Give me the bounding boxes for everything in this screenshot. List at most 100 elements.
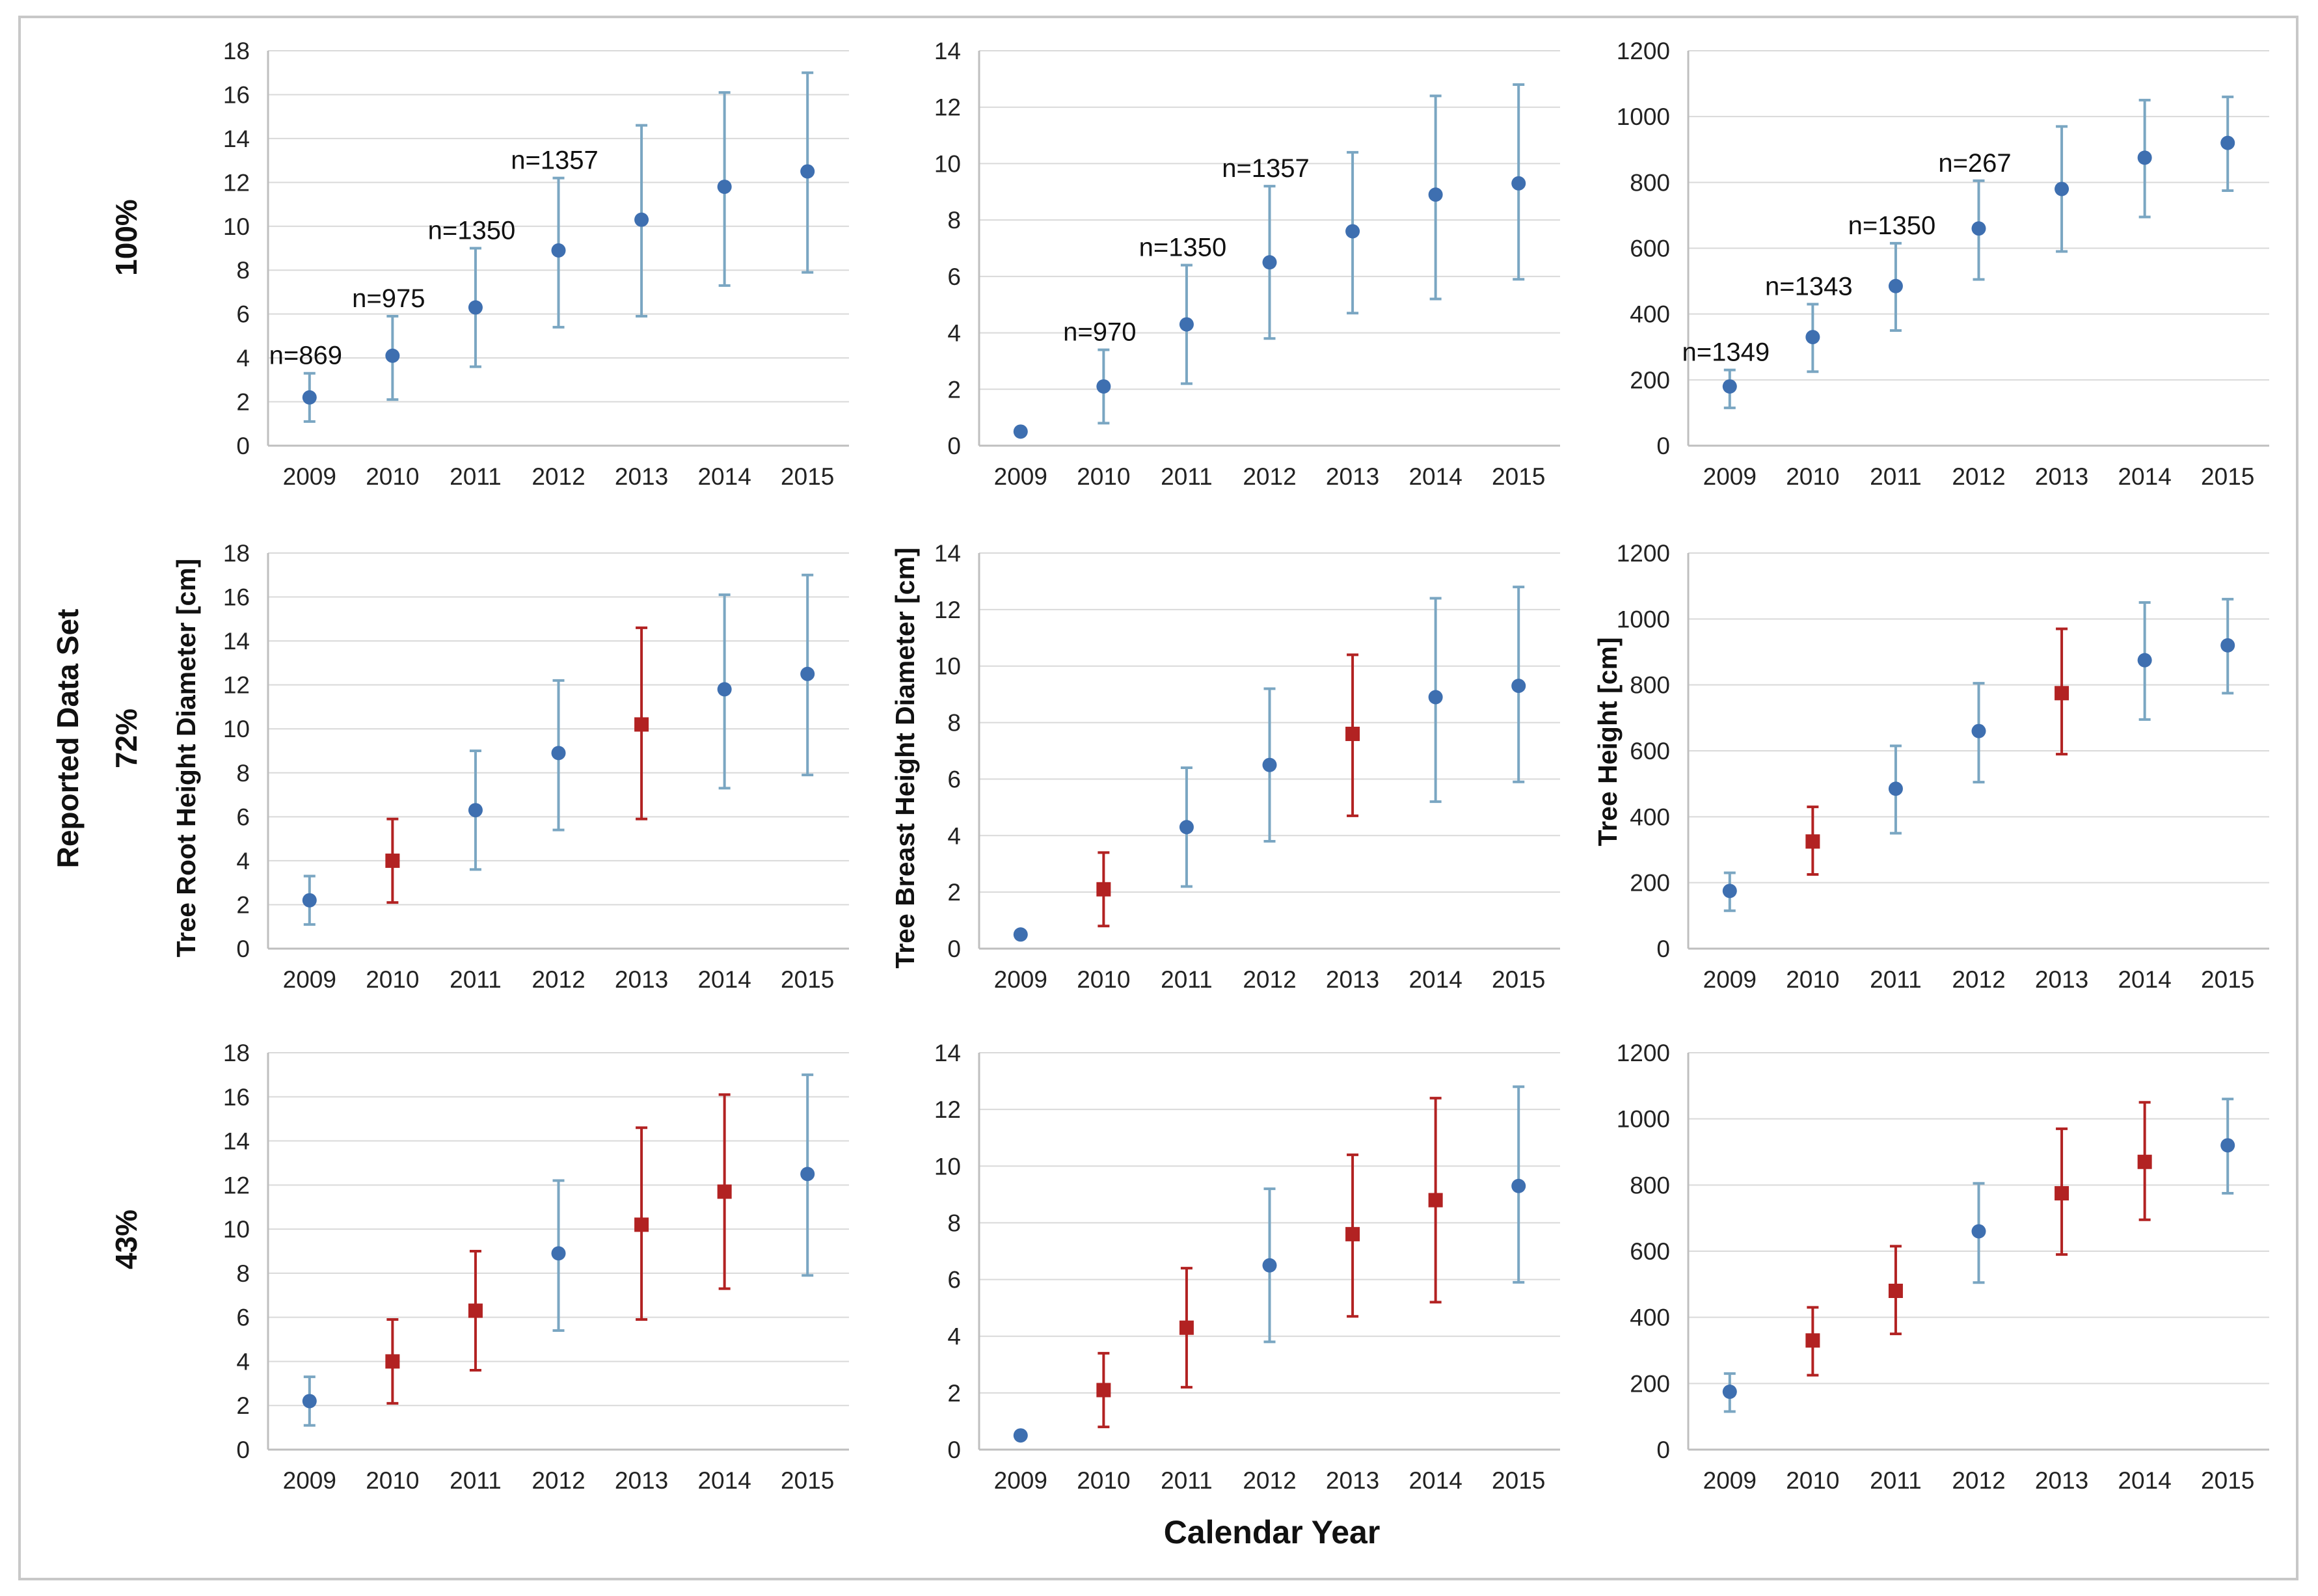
y-tick-label: 0 [947,936,961,962]
data-point-removed [2055,686,2069,701]
y-tick-label: 8 [236,1260,250,1287]
x-tick-label: 2009 [1703,1467,1757,1494]
x-tick-label: 2015 [1492,1467,1545,1494]
data-point-removed [385,1354,400,1369]
x-tick-label: 2010 [1077,463,1130,490]
data-point [1013,1428,1028,1443]
y-tick-label: 0 [236,1437,250,1463]
sample-size-annotation: n=970 [1063,318,1136,347]
y-tick-label: 12 [934,1096,961,1123]
x-title-calendar-year: Calendar Year [1164,1514,1381,1550]
y-tick-label: 10 [223,716,250,742]
y-tick-label: 1000 [1617,1106,1670,1133]
x-tick-label: 2013 [1326,1467,1379,1494]
y-title-root-height-diameter: Tree Root Height Diameter [cm] [171,559,201,958]
data-point [1511,679,1526,694]
x-tick-label: 2011 [1161,966,1213,993]
data-point [1262,255,1277,270]
panel-r0-c1: 0 2 4 6 8 10 12 14 2009 2010 2011 2012 2013 2014 2015 n… [934,38,1560,490]
x-tick-label: 2014 [1408,1467,1462,1494]
y-tick-label: 12 [223,1172,250,1198]
x-tick-label: 2009 [994,1467,1047,1494]
x-tick-label: 2011 [1870,1467,1922,1494]
x-tick-label: 2014 [1408,463,1462,490]
x-tick-label: 2012 [1952,463,2005,490]
y-tick-label: 2 [236,389,250,416]
y-tick-label: 14 [934,540,961,567]
y-tick-label: 4 [236,345,250,372]
y-tick-label: 14 [223,126,250,152]
x-tick-label: 2010 [1077,966,1130,993]
data-point [2137,150,2152,165]
x-tick-label: 2014 [697,1467,751,1494]
data-point-removed [1805,1333,1820,1348]
data-point [1179,820,1194,835]
data-point [1722,1385,1737,1400]
y-tick-label: 400 [1630,301,1670,328]
y-tick-label: 12 [223,169,250,196]
data-point-removed [1345,1226,1360,1241]
x-tick-label: 2010 [366,966,419,993]
y-tick-label: 600 [1630,738,1670,764]
data-point-removed [717,1184,732,1199]
x-tick-label: 2010 [1077,1467,1130,1494]
x-tick-label: 2010 [1786,463,1839,490]
y-tick-label: 14 [223,628,250,655]
x-tick-label: 2015 [2201,463,2254,490]
y-tick-label: 200 [1630,367,1670,394]
y-tick-label: 600 [1630,236,1670,262]
y-tick-label: 4 [947,1323,961,1350]
x-tick-label: 2015 [1492,463,1545,490]
y-tick-label: 4 [236,848,250,874]
y-tick-label: 0 [947,433,961,459]
data-point-removed [634,717,649,732]
y-tick-label: 12 [223,672,250,699]
y-tick-label: 2 [947,879,961,906]
y-tick-label: 0 [1656,433,1670,459]
y-tick-label: 18 [223,38,250,64]
y-tick-label: 10 [223,213,250,240]
x-tick-label: 2011 [450,1467,502,1494]
y-tick-label: 6 [236,804,250,830]
data-point [1013,424,1028,439]
y-tick-label: 18 [223,1040,250,1066]
x-tick-label: 2012 [1243,1467,1296,1494]
data-point [717,180,732,195]
data-point-removed [2055,1186,2069,1201]
x-tick-label: 2009 [283,966,336,993]
y-tick-label: 800 [1630,1172,1670,1198]
y-tick-label: 8 [947,710,961,737]
data-point [1722,884,1737,899]
x-tick-label: 2009 [283,1467,336,1494]
y-tick-label: 16 [223,81,250,108]
data-point-removed [1096,1383,1111,1398]
data-point [2220,638,2235,653]
y-tick-label: 2 [947,376,961,403]
x-tick-label: 2015 [781,966,834,993]
x-tick-label: 2011 [450,463,502,490]
data-point [551,243,566,258]
y-tick-label: 14 [934,1040,961,1066]
x-tick-label: 2012 [1243,463,1296,490]
sample-size-annotation: n=975 [352,284,425,313]
y-tick-label: 600 [1630,1238,1670,1265]
data-point [1262,757,1277,772]
data-point [1971,724,1986,738]
y-tick-label: 10 [223,1216,250,1243]
data-point-removed [385,853,400,868]
data-point-removed [1428,1193,1443,1208]
y-title-breast-height-diameter: Tree Breast Height Diameter [cm] [890,547,920,968]
y-tick-label: 10 [934,150,961,177]
x-tick-label: 2009 [994,463,1047,490]
data-point-removed [634,1217,649,1232]
x-tick-label: 2012 [532,966,585,993]
y-tick-label: 200 [1630,1370,1670,1397]
panel-r1-c2: 0 200 400 600 800 1000 1200 2009 2010 2011 2012 201… [1617,540,2269,993]
data-point [551,1246,566,1261]
y-tick-label: 200 [1630,870,1670,897]
y-tick-label: 16 [223,584,250,611]
row-label-72: 72% [109,709,143,768]
data-point [1971,1224,1986,1239]
x-tick-label: 2012 [532,1467,585,1494]
x-tick-label: 2014 [697,463,751,490]
